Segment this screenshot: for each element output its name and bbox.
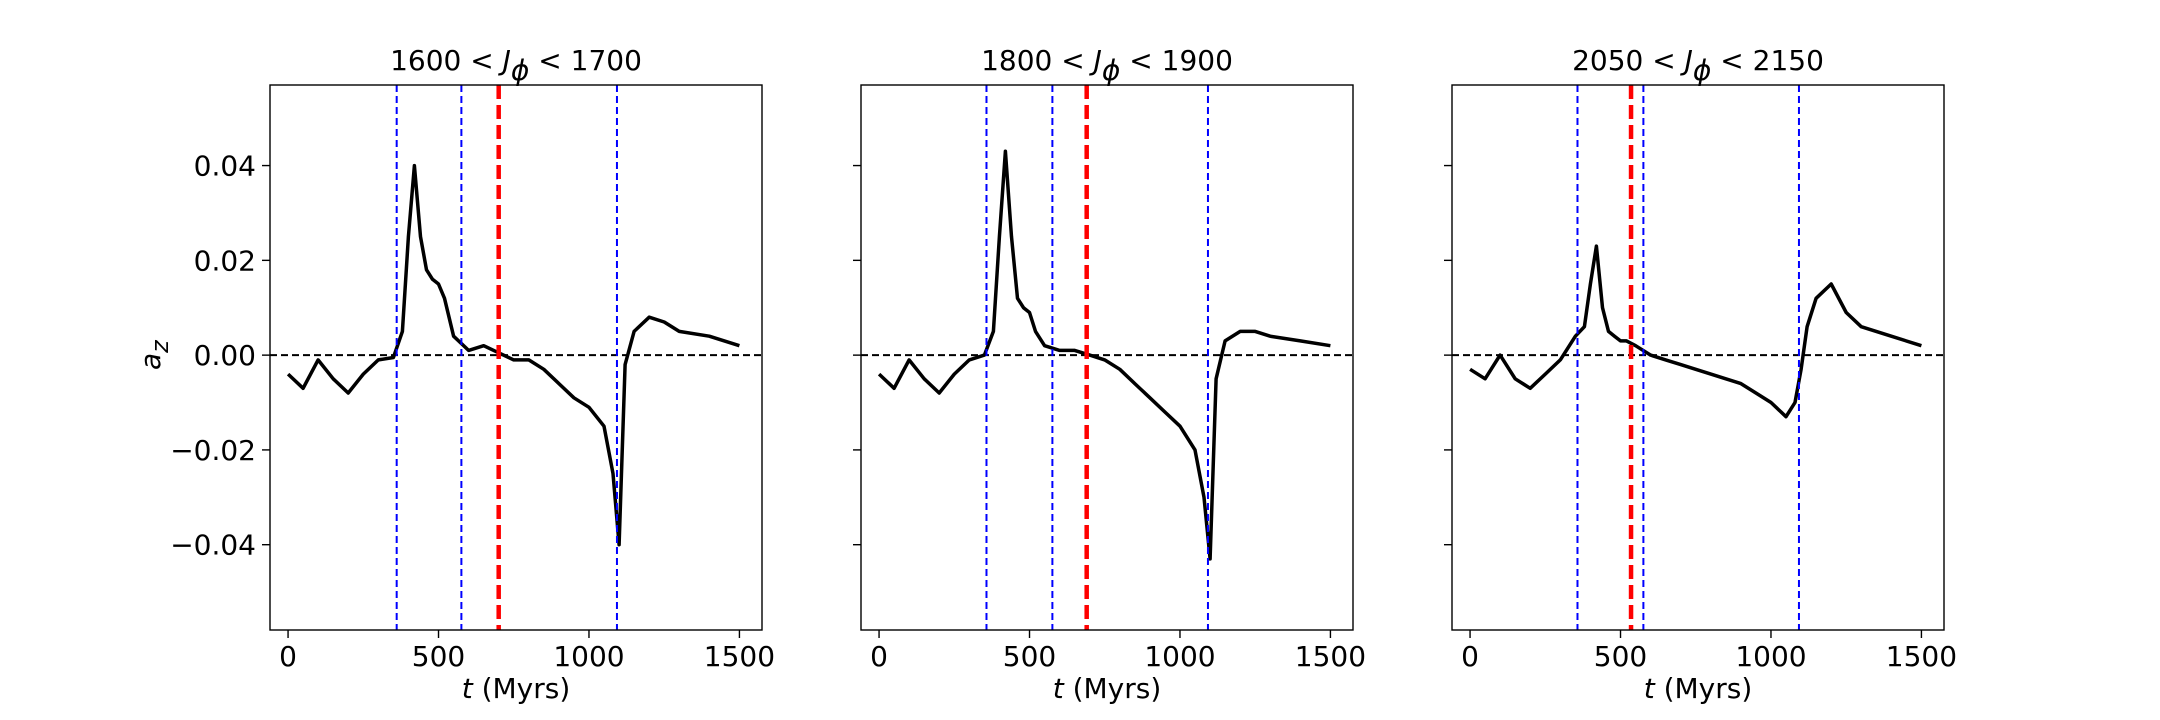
x-tick-label: 1500	[704, 640, 775, 673]
data-line	[1469, 244, 1922, 419]
x-tick-label: 1000	[1735, 640, 1806, 673]
x-axis-label: t (Myrs)	[462, 672, 571, 705]
x-tick-label: 500	[1003, 640, 1056, 673]
x-tick-label: 500	[412, 640, 465, 673]
y-axis-label: az	[134, 339, 174, 370]
plot-area	[861, 85, 1353, 630]
y-tick-label: 0.00	[194, 339, 256, 372]
y-tick-label: −0.04	[170, 529, 256, 562]
plot-area	[270, 85, 762, 630]
x-tick-label: 0	[1461, 640, 1479, 673]
panel-title: 2050 < Jϕ < 2150	[1572, 44, 1824, 87]
y-tick-label: 0.02	[194, 244, 256, 277]
axes-frame	[269, 84, 763, 631]
x-tick-label: 0	[870, 640, 888, 673]
data-line	[877, 149, 1331, 561]
data-line	[286, 163, 740, 547]
x-tick-label: 0	[279, 640, 297, 673]
plot-area	[1452, 85, 1944, 630]
x-tick-label: 1000	[553, 640, 624, 673]
x-tick-label: 1500	[1886, 640, 1957, 673]
panel-title: 1800 < Jϕ < 1900	[981, 44, 1233, 87]
x-tick-label: 500	[1594, 640, 1647, 673]
panel-title: 1600 < Jϕ < 1700	[390, 44, 642, 87]
x-axis-label: t (Myrs)	[1053, 672, 1162, 705]
y-tick-label: 0.04	[194, 150, 256, 183]
x-tick-label: 1500	[1295, 640, 1366, 673]
axes-frame	[860, 84, 1354, 631]
x-axis-label: t (Myrs)	[1644, 672, 1753, 705]
axes-frame	[1451, 84, 1945, 631]
y-tick-label: −0.02	[170, 434, 256, 467]
x-tick-label: 1000	[1144, 640, 1215, 673]
